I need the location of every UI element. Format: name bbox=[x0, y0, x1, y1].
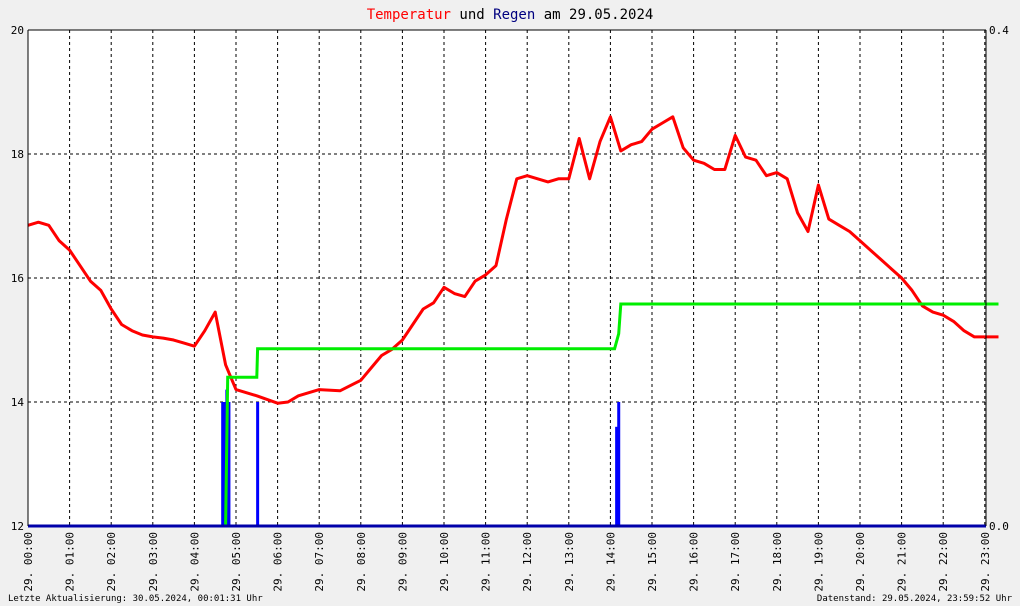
y-left-tick-label-3: 18 bbox=[11, 148, 24, 161]
tick-labels: 29. 00:00 29. 01:00 29. 02:00 29. 03:00 29. … bbox=[11, 24, 1009, 592]
x-tick-label-9: 29. 09:00 bbox=[396, 532, 409, 592]
y-left-tick-label-2: 16 bbox=[11, 272, 24, 285]
x-tick-label-3: 29. 03:00 bbox=[147, 532, 160, 592]
y-left-tick-label-1: 14 bbox=[11, 396, 25, 409]
rain-bar-6 bbox=[617, 402, 621, 526]
x-tick-label-19: 29. 19:00 bbox=[812, 532, 825, 592]
x-tick-label-15: 29. 15:00 bbox=[646, 532, 659, 592]
y-right-tick-label-top: 0.4 bbox=[989, 24, 1009, 37]
x-tick-label-23: 29. 23:00 bbox=[979, 532, 992, 592]
x-tick-label-12: 29. 12:00 bbox=[521, 532, 534, 592]
x-tick-label-18: 29. 18:00 bbox=[771, 532, 784, 592]
rain-bar-1 bbox=[223, 402, 227, 526]
temperature-line bbox=[27, 115, 999, 405]
x-tick-label-2: 29. 02:00 bbox=[105, 532, 118, 592]
footer-left: Letzte Aktualisierung: 30.05.2024, 00:01… bbox=[8, 594, 263, 604]
x-tick-label-0: 29. 00:00 bbox=[22, 532, 35, 592]
x-tick-label-21: 29. 21:00 bbox=[896, 532, 909, 592]
x-tick-label-8: 29. 08:00 bbox=[355, 532, 368, 592]
rain-bar-4 bbox=[256, 402, 260, 526]
rain-bar-5 bbox=[615, 426, 619, 526]
rain-bar-0 bbox=[221, 402, 225, 526]
y-left-tick-label-0: 12 bbox=[11, 520, 24, 533]
x-tick-label-11: 29. 11:00 bbox=[480, 532, 493, 592]
rain-bar-3 bbox=[227, 402, 231, 526]
x-tick-label-22: 29. 22:00 bbox=[937, 532, 950, 592]
x-tick-label-13: 29. 13:00 bbox=[563, 532, 576, 592]
x-tick-label-10: 29. 10:00 bbox=[438, 532, 451, 592]
x-tick-label-17: 29. 17:00 bbox=[729, 532, 742, 592]
x-tick-label-4: 29. 04:00 bbox=[188, 532, 201, 592]
x-tick-label-1: 29. 01:00 bbox=[64, 532, 77, 592]
x-tick-label-16: 29. 16:00 bbox=[688, 532, 701, 592]
title-part-1: und bbox=[451, 7, 493, 23]
x-tick-label-7: 29. 07:00 bbox=[313, 532, 326, 592]
y-left-tick-label-4: 20 bbox=[11, 24, 24, 37]
rain-sum-line bbox=[28, 302, 999, 528]
x-tick-label-14: 29. 14:00 bbox=[604, 532, 617, 592]
x-tick-label-5: 29. 05:00 bbox=[230, 532, 243, 592]
chart-title: Temperatur und Regen am 29.05.2024 bbox=[367, 7, 654, 23]
x-tick-label-20: 29. 20:00 bbox=[854, 532, 867, 592]
plot-area bbox=[28, 30, 986, 526]
axes bbox=[27, 29, 987, 528]
footer-right: Datenstand: 29.05.2024, 23:59:52 Uhr bbox=[817, 594, 1013, 604]
y-right-tick-label-bottom: 0.0 bbox=[989, 520, 1009, 533]
title-part-2: Regen bbox=[493, 7, 535, 23]
series-lines bbox=[27, 115, 999, 528]
title-part-3: am 29.05.2024 bbox=[535, 7, 653, 23]
title-part-0: Temperatur bbox=[367, 7, 451, 23]
x-tick-label-6: 29. 06:00 bbox=[272, 532, 285, 592]
